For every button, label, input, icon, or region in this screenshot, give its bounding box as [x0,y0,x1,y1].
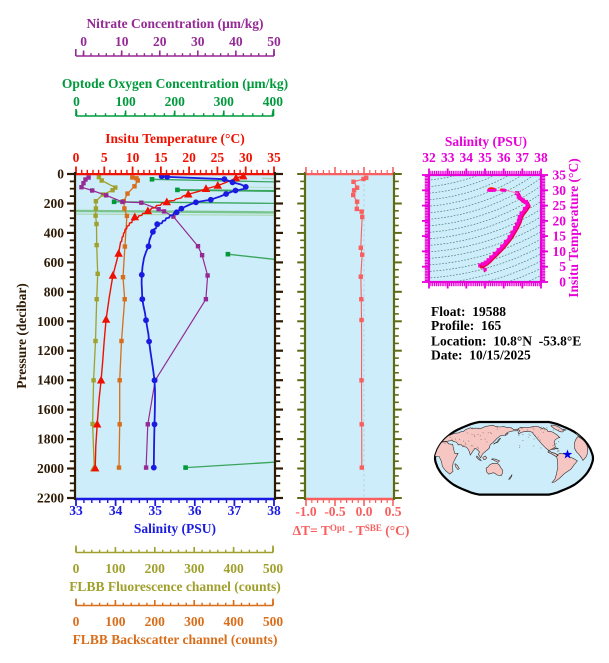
svg-text:Insitu Temperature (°C): Insitu Temperature (°C) [105,131,244,146]
svg-text:40: 40 [229,34,243,49]
svg-text:0: 0 [559,275,566,290]
svg-text:800: 800 [44,284,65,299]
svg-text:600: 600 [44,255,65,270]
svg-text:500: 500 [263,561,284,576]
svg-text:200: 200 [44,196,65,211]
svg-text:Date: 10/15/2025: Date: 10/15/2025 [431,348,531,363]
svg-text:10: 10 [115,34,129,49]
svg-text:10: 10 [553,244,567,259]
svg-text:400: 400 [223,614,244,629]
svg-text:20: 20 [182,150,196,165]
svg-text:200: 200 [145,614,166,629]
svg-text:1600: 1600 [37,402,64,417]
svg-text:5: 5 [101,150,108,165]
svg-text:300: 300 [184,614,205,629]
svg-text:100: 100 [105,614,126,629]
svg-text:20: 20 [153,34,167,49]
svg-text:35: 35 [267,150,281,165]
svg-text:300: 300 [184,561,205,576]
svg-text:0: 0 [73,94,80,109]
svg-text:15: 15 [553,229,567,244]
svg-text:36: 36 [497,150,511,165]
svg-text:0: 0 [73,150,80,165]
svg-text:Optode Oxygen Concentration (μ: Optode Oxygen Concentration (μm/kg) [62,76,288,91]
svg-text:1800: 1800 [37,432,64,447]
svg-text:0: 0 [73,561,80,576]
svg-text:0: 0 [57,167,64,182]
svg-text:33: 33 [441,150,455,165]
svg-text:1200: 1200 [37,343,64,358]
svg-text:35: 35 [478,150,492,165]
svg-text:200: 200 [165,94,186,109]
svg-text:FLBB Fluorescence channel (cou: FLBB Fluorescence channel (counts) [69,579,281,594]
svg-text:1400: 1400 [37,373,64,388]
svg-text:Location: 10.8°N -53.8°E: Location: 10.8°N -53.8°E [431,334,581,349]
svg-text:38: 38 [267,503,281,518]
svg-text:25: 25 [553,198,567,213]
svg-text:FLBB Backscatter channel (coun: FLBB Backscatter channel (counts) [73,632,278,647]
svg-text:15: 15 [154,150,168,165]
svg-text:35: 35 [148,503,162,518]
svg-text:25: 25 [211,150,225,165]
svg-text:200: 200 [145,561,166,576]
svg-text:30: 30 [191,34,205,49]
svg-text:Salinity (PSU): Salinity (PSU) [134,521,216,536]
svg-text:36: 36 [188,503,202,518]
svg-text:500: 500 [263,614,284,629]
svg-text:20: 20 [553,213,567,228]
svg-text:0.5: 0.5 [385,504,402,519]
svg-text:34: 34 [460,150,474,165]
svg-text:34: 34 [109,503,123,518]
svg-text:400: 400 [44,225,65,240]
svg-text:100: 100 [115,94,136,109]
svg-text:2000: 2000 [37,461,64,476]
svg-text:37: 37 [516,150,530,165]
svg-text:ΔT= TOpt - TSBE (°C): ΔT= TOpt - TSBE (°C) [293,523,410,538]
svg-text:Insitu Temperature (°C): Insitu Temperature (°C) [566,158,581,297]
svg-text:0: 0 [80,34,87,49]
svg-text:0: 0 [73,614,80,629]
svg-text:50: 50 [267,34,281,49]
svg-text:Profile: 165: Profile: 165 [431,318,501,333]
svg-text:400: 400 [223,561,244,576]
svg-text:100: 100 [105,561,126,576]
svg-text:Pressure (decibar): Pressure (decibar) [14,283,29,389]
svg-text:35: 35 [553,168,567,183]
svg-text:300: 300 [214,94,235,109]
svg-text:32: 32 [422,150,436,165]
svg-text:0.0: 0.0 [356,504,373,519]
svg-text:30: 30 [239,150,253,165]
svg-text:30: 30 [553,183,567,198]
svg-text:2200: 2200 [37,491,64,506]
svg-text:-0.5: -0.5 [324,504,346,519]
svg-text:400: 400 [263,94,284,109]
svg-text:-1.0: -1.0 [295,504,317,519]
svg-text:Float: 19588: Float: 19588 [431,304,506,319]
svg-text:37: 37 [228,503,242,518]
svg-text:33: 33 [69,503,83,518]
svg-text:Nitrate Concentration (μm/kg): Nitrate Concentration (μm/kg) [86,16,263,31]
svg-text:10: 10 [126,150,140,165]
svg-text:1000: 1000 [37,314,64,329]
svg-text:5: 5 [559,259,566,274]
svg-text:Salinity (PSU): Salinity (PSU) [445,134,527,149]
svg-text:38: 38 [534,150,548,165]
